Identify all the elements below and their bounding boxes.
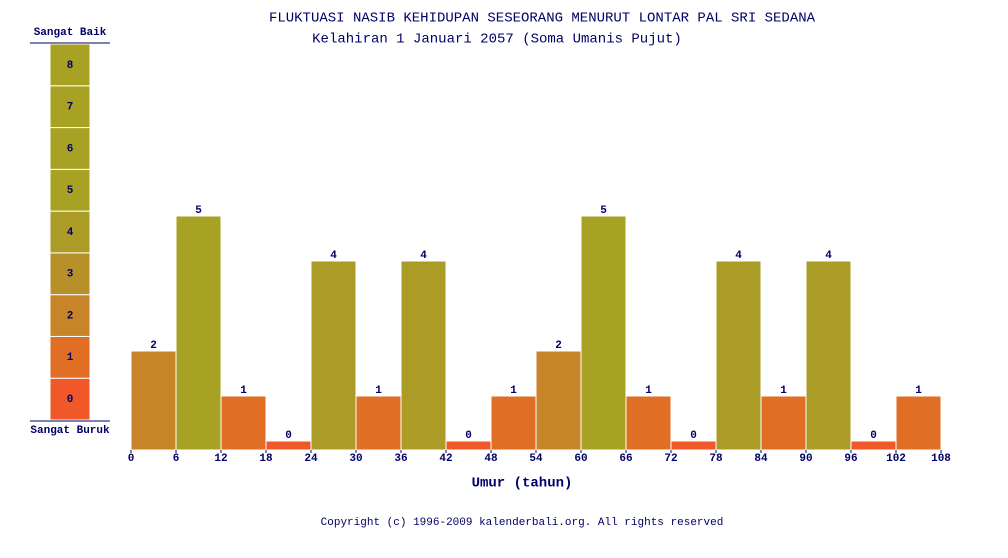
value-label: 4	[735, 250, 742, 262]
value-label: 5	[195, 205, 202, 217]
scale-box	[49, 168, 91, 212]
x-tick-label: 84	[754, 453, 768, 465]
x-tick-label: 6	[173, 453, 180, 465]
bar	[175, 215, 222, 451]
x-tick-label: 0	[128, 453, 135, 465]
scale-bottom-label: Sangat Buruk	[30, 425, 110, 437]
value-label: 1	[510, 385, 517, 397]
x-tick-label: 42	[439, 453, 452, 465]
bar	[310, 260, 357, 451]
x-tick-label: 96	[844, 453, 857, 465]
scale-level-label: 2	[67, 310, 74, 322]
value-label: 4	[420, 250, 427, 262]
value-label: 5	[600, 205, 607, 217]
scale-box	[49, 377, 91, 421]
x-tick-label: 36	[394, 453, 407, 465]
value-label: 1	[780, 385, 787, 397]
bar	[715, 260, 762, 451]
bar	[355, 395, 402, 451]
scale-box	[49, 43, 91, 87]
scale-level-label: 3	[67, 269, 74, 281]
x-tick-label: 78	[709, 453, 723, 465]
bar	[535, 350, 582, 451]
bar	[805, 260, 852, 451]
bar	[895, 395, 942, 451]
value-label: 4	[825, 250, 832, 262]
x-tick-label: 18	[259, 453, 273, 465]
scale-box	[49, 127, 91, 170]
value-label: 4	[330, 250, 337, 262]
scale-level-label: 0	[67, 394, 74, 406]
x-tick-label: 24	[304, 453, 318, 465]
value-label: 0	[690, 430, 697, 442]
bar	[220, 395, 267, 451]
x-tick-label: 60	[574, 453, 587, 465]
x-tick-label: 30	[349, 453, 362, 465]
x-tick-label: 48	[484, 453, 498, 465]
x-tick-label: 102	[886, 453, 906, 465]
scale-box	[49, 85, 91, 129]
value-label: 0	[465, 430, 472, 442]
scale-level-label: 7	[67, 102, 74, 114]
value-label: 0	[285, 430, 292, 442]
value-label: 1	[240, 385, 247, 397]
scale-box	[49, 294, 91, 337]
x-tick-label: 12	[214, 453, 227, 465]
value-label: 1	[645, 385, 652, 397]
x-axis-label: Umur (tahun)	[472, 476, 573, 492]
scale-level-label: 5	[67, 185, 74, 197]
x-tick-label: 72	[664, 453, 677, 465]
bar	[625, 395, 672, 451]
value-label: 1	[375, 385, 382, 397]
x-tick-label: 108	[931, 453, 951, 465]
bar	[490, 395, 537, 451]
x-tick-label: 66	[619, 453, 632, 465]
bar	[400, 260, 447, 451]
bar	[670, 440, 717, 451]
bar	[760, 395, 807, 451]
x-tick-label: 54	[529, 453, 543, 465]
chart-title: FLUKTUASI NASIB KEHIDUPAN SESEORANG MENU…	[269, 11, 816, 27]
value-label: 2	[150, 340, 157, 352]
x-tick-label: 90	[799, 453, 812, 465]
scale-level-label: 4	[67, 227, 74, 239]
value-label: 0	[870, 430, 877, 442]
bar	[445, 440, 492, 451]
bar	[580, 215, 627, 451]
bar	[265, 440, 312, 451]
bar	[850, 440, 897, 451]
bar	[130, 350, 177, 451]
value-label: 2	[555, 340, 562, 352]
scale-top-label: Sangat Baik	[34, 27, 107, 39]
scale-level-label: 6	[67, 143, 74, 155]
value-label: 1	[915, 385, 922, 397]
scale-level-label: 1	[67, 352, 74, 364]
footer: Copyright (c) 1996-2009 kalenderbali.org…	[321, 517, 724, 529]
scale-level-label: 8	[67, 60, 74, 72]
scale-box	[49, 252, 91, 296]
chart-subtitle: Kelahiran 1 Januari 2057 (Soma Umanis Pu…	[312, 32, 682, 48]
